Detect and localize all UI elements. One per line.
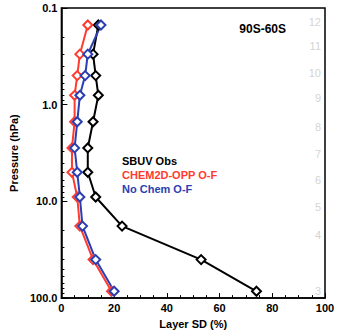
svg-text:60: 60	[213, 302, 225, 314]
svg-text:10: 10	[309, 67, 321, 79]
svg-text:0.1: 0.1	[42, 2, 57, 14]
svg-text:9: 9	[315, 92, 321, 104]
svg-text:CHEM2D-OPP O-F: CHEM2D-OPP O-F	[122, 169, 217, 181]
svg-text:12: 12	[309, 16, 321, 28]
svg-text:7: 7	[315, 148, 321, 160]
svg-text:8: 8	[315, 121, 321, 133]
svg-text:80: 80	[266, 302, 278, 314]
svg-text:100: 100	[316, 302, 334, 314]
svg-text:3: 3	[315, 285, 321, 297]
svg-text:No Chem O-F: No Chem O-F	[122, 183, 193, 195]
svg-text:90S-60S: 90S-60S	[239, 22, 286, 36]
svg-text:5: 5	[315, 201, 321, 213]
svg-text:100.0: 100.0	[30, 292, 58, 304]
svg-text:Layer SD (%): Layer SD (%)	[159, 318, 227, 330]
svg-text:11: 11	[310, 40, 321, 52]
svg-text:1.0: 1.0	[42, 99, 57, 111]
svg-text:Pressure (hPa): Pressure (hPa)	[8, 114, 20, 192]
svg-text:SBUV Obs: SBUV Obs	[122, 155, 177, 167]
svg-text:4: 4	[315, 229, 321, 241]
svg-text:40: 40	[161, 302, 173, 314]
svg-text:0: 0	[58, 302, 64, 314]
svg-text:6: 6	[315, 174, 321, 186]
svg-text:20: 20	[108, 302, 120, 314]
svg-text:10.0: 10.0	[36, 195, 57, 207]
